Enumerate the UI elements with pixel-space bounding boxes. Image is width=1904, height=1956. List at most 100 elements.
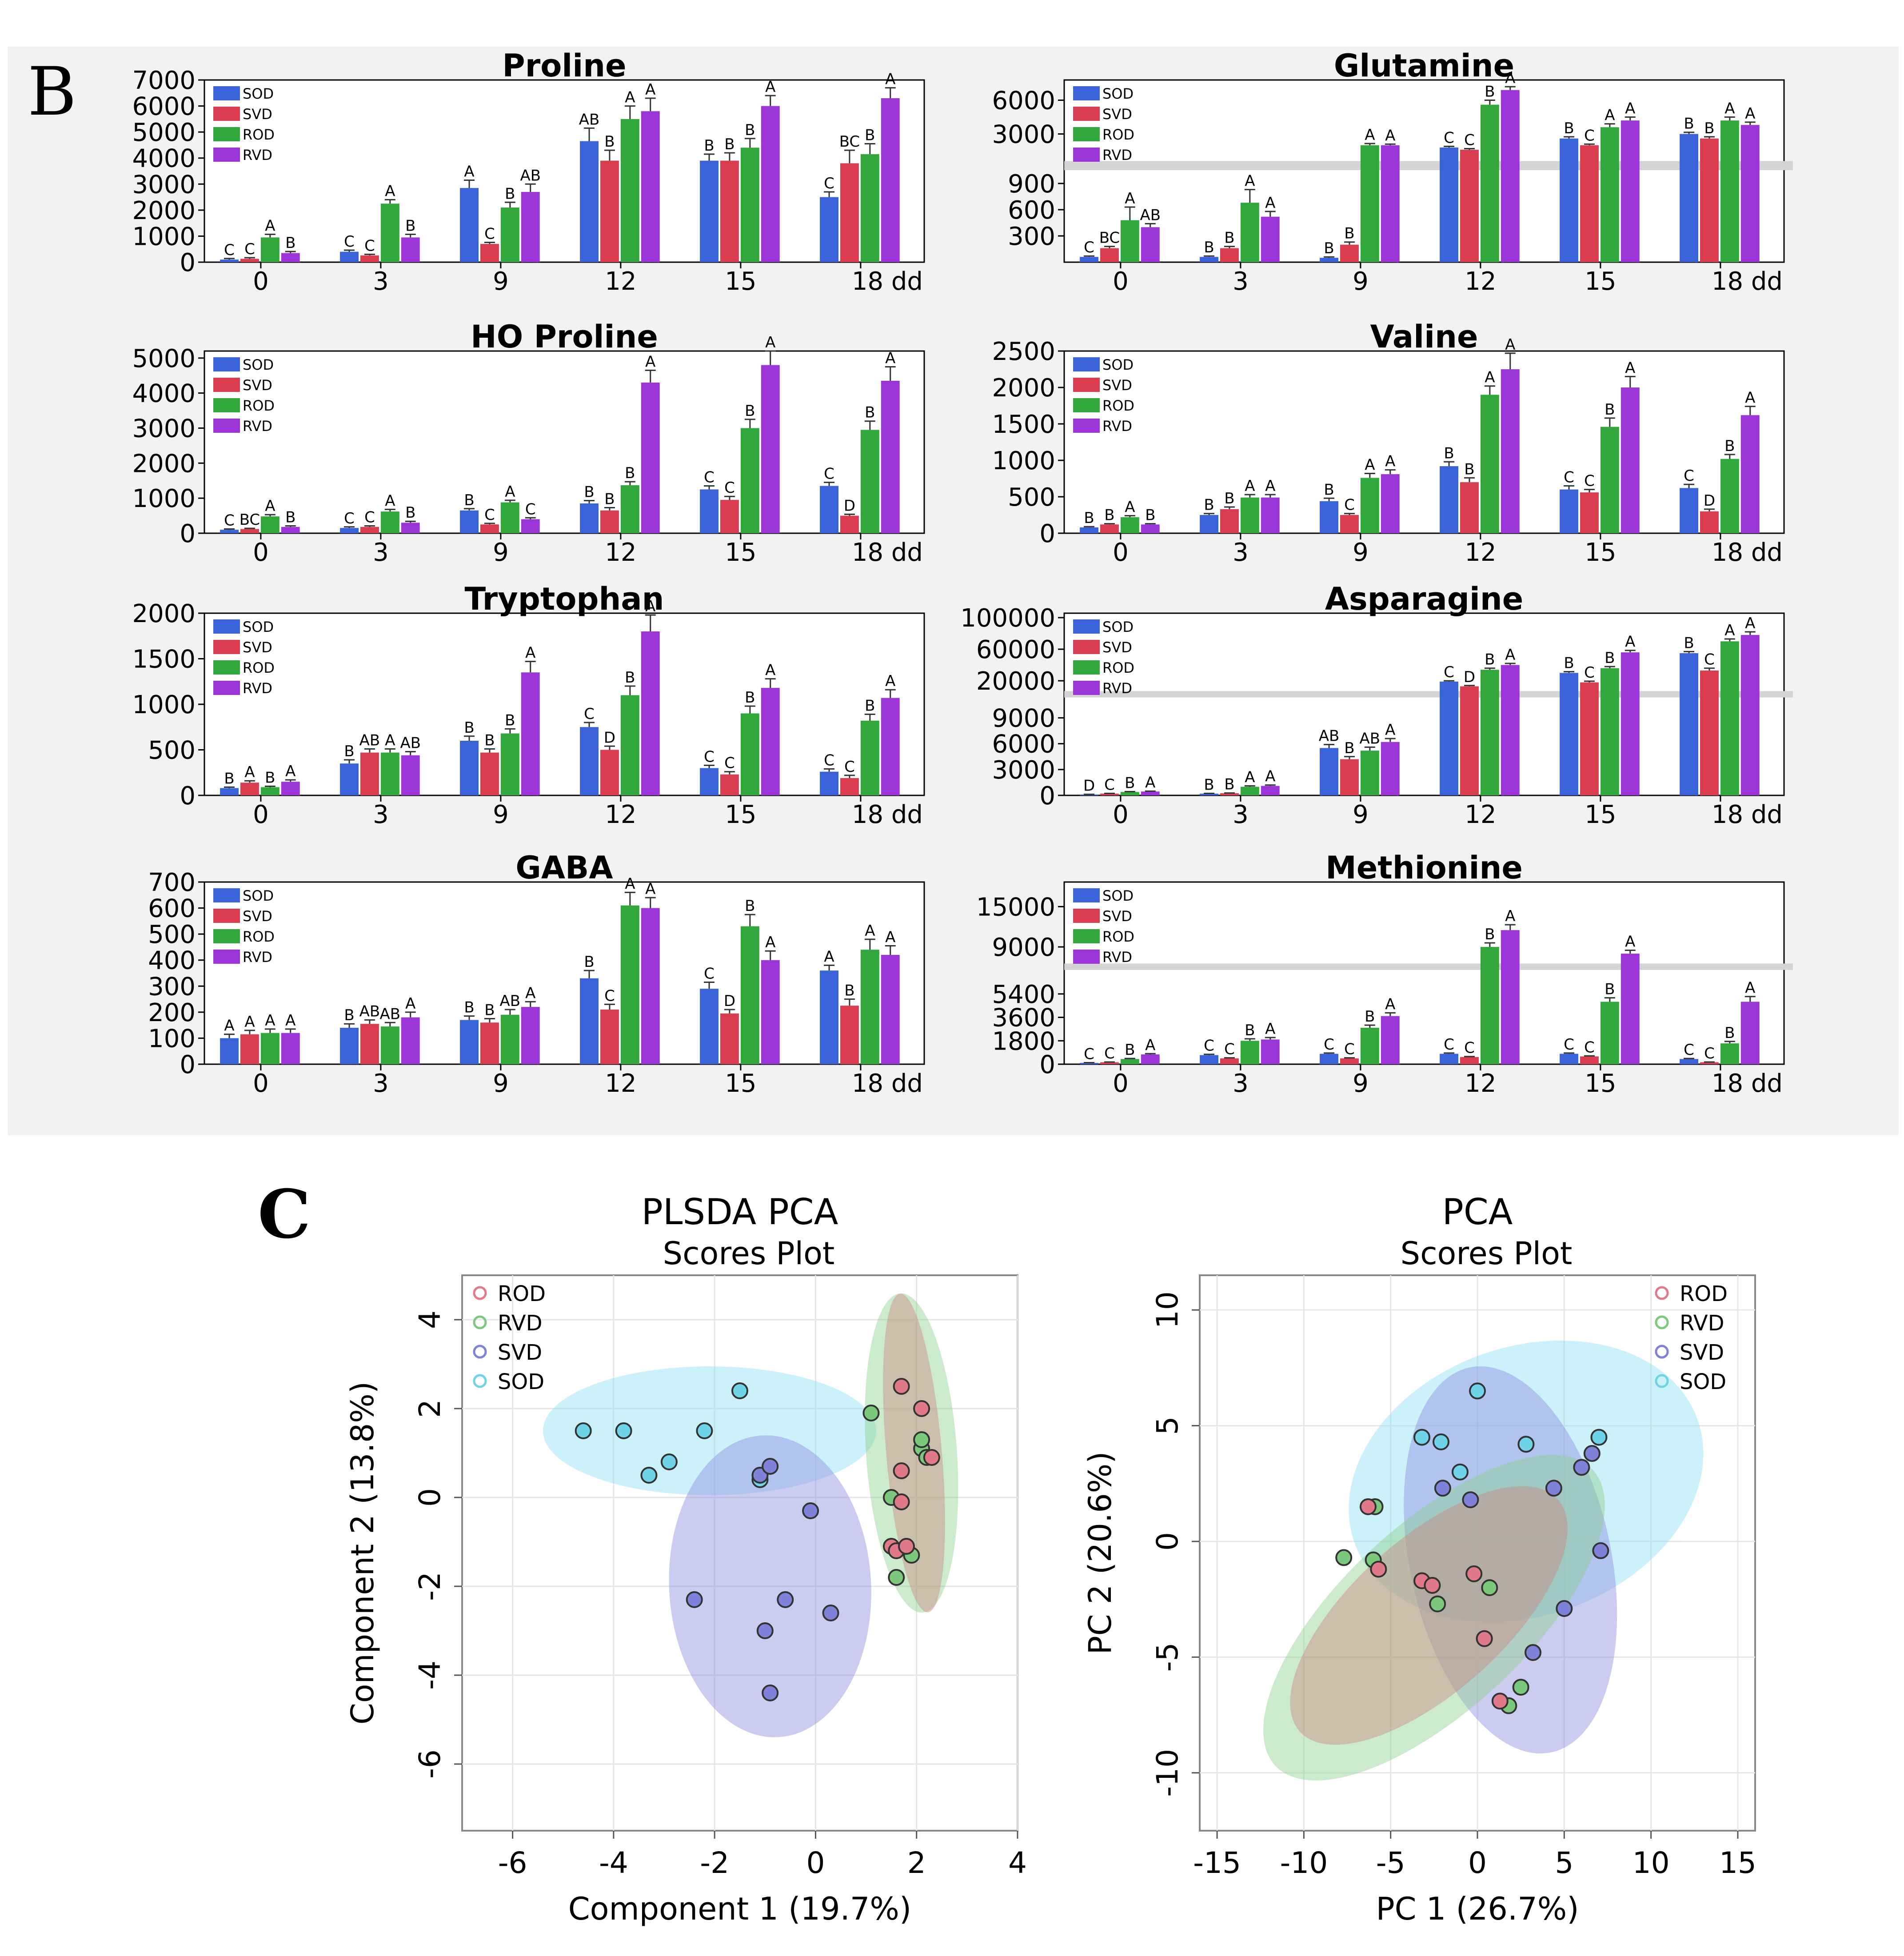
- significance-letter: AB: [500, 992, 521, 1010]
- x-tick-label: 4: [1008, 1846, 1027, 1880]
- bar-svd: [1460, 482, 1479, 533]
- significance-letter: BC: [239, 511, 260, 529]
- legend-label-rvd: RVD: [1102, 418, 1132, 435]
- x-tick-label: 15: [1585, 1069, 1616, 1098]
- score-point-rod: [893, 1493, 910, 1510]
- significance-letter: A: [1505, 69, 1515, 87]
- legend-label-rod: ROD: [1680, 1281, 1728, 1306]
- bar-sod: [340, 251, 359, 262]
- bar-rod: [1480, 670, 1499, 795]
- significance-letter: B: [1084, 509, 1094, 527]
- bar-rvd: [281, 527, 300, 533]
- bar-svd: [1100, 248, 1119, 262]
- legend-label-svd: SVD: [498, 1340, 542, 1365]
- score-point-svd: [1592, 1542, 1609, 1559]
- legend-swatch-svd: [1073, 640, 1100, 654]
- bar-sod: [460, 188, 479, 262]
- legend-marker-svd: [1655, 1345, 1669, 1359]
- glutamine-chart: Glutamine 300 600 900 3000 6000 C BC A AB 0 B B A A 3 B B…: [980, 44, 1793, 296]
- plot-content: [543, 1293, 958, 1737]
- bar-rvd: [1141, 1054, 1160, 1064]
- legend-label-sod: SOD: [1102, 619, 1134, 635]
- significance-letter: B: [1204, 776, 1214, 794]
- score-point-svd: [1525, 1644, 1541, 1661]
- score-point-sod: [1590, 1429, 1608, 1446]
- y-tick-label: 500: [148, 920, 196, 949]
- panel-c-label: C: [258, 1175, 311, 1253]
- x-tick-label: 18 dd: [1712, 1069, 1783, 1098]
- significance-letter: B: [344, 1006, 354, 1024]
- bar-rod: [260, 787, 279, 795]
- significance-letter: B: [1724, 437, 1735, 455]
- legend-label-rvd: RVD: [498, 1311, 543, 1336]
- bar-svd: [1460, 686, 1479, 795]
- bar-svd: [1220, 793, 1239, 795]
- bar-svd: [840, 1006, 859, 1064]
- significance-letter: A: [1505, 646, 1515, 664]
- y-tick-label: 6000: [132, 92, 196, 121]
- bar-rvd: [641, 111, 660, 263]
- bar-rvd: [1141, 791, 1160, 795]
- methionine-chart: Methionine 0 1800 3600 5400 9000 15000 C C B A 0 C C B…: [976, 846, 1793, 1098]
- bar-rvd: [1740, 415, 1760, 533]
- legend-swatch-rod: [1073, 660, 1100, 675]
- bar-rod: [620, 695, 639, 795]
- score-point-rvd: [913, 1431, 930, 1448]
- bar-svd: [840, 778, 859, 795]
- y-tick-label: 0: [413, 1488, 447, 1507]
- x-tick-label: 12: [1465, 1069, 1496, 1098]
- significance-letter: A: [1485, 369, 1495, 387]
- bar-sod: [700, 989, 718, 1064]
- significance-letter: C: [1684, 467, 1694, 485]
- bar-rvd: [281, 253, 300, 262]
- significance-letter: B: [1245, 1022, 1255, 1039]
- bar-rvd: [1261, 786, 1280, 795]
- significance-letter: A: [885, 349, 895, 367]
- bar-svd: [1700, 138, 1719, 262]
- significance-letter: C: [525, 500, 536, 518]
- bar-rod: [1240, 786, 1259, 795]
- significance-letter: B: [1564, 120, 1574, 137]
- y-tick-label: 1500: [132, 645, 196, 674]
- significance-letter: C: [1584, 664, 1595, 682]
- bar-svd: [600, 750, 619, 795]
- legend-label-rvd: RVD: [1680, 1311, 1724, 1336]
- score-point-svd: [777, 1591, 794, 1608]
- bar-svd: [720, 1013, 739, 1064]
- legend-swatch-sod: [1073, 888, 1100, 902]
- bar-sod: [1680, 1059, 1698, 1064]
- bar-sod: [340, 1028, 359, 1064]
- bar-sod: [1080, 527, 1098, 533]
- bar-svd: [240, 782, 259, 795]
- legend-swatch-rvd: [213, 950, 240, 964]
- x-tick-label: 18 dd: [1712, 800, 1783, 829]
- legend-label-rod: ROD: [1102, 659, 1134, 676]
- x-tick-label: 12: [1465, 800, 1496, 829]
- pca-scores-plot: PCA Scores Plot -15 -10 -5 0 5 10 15 -10 -5 0 5 10 PC …: [1075, 1182, 1756, 1955]
- significance-letter: A: [265, 497, 275, 515]
- score-point-rod: [1359, 1498, 1377, 1515]
- significance-letter: B: [704, 137, 714, 155]
- plot-area: [1063, 350, 1785, 534]
- significance-letter: B: [724, 136, 734, 153]
- significance-letter: B: [1224, 229, 1234, 247]
- bar-rod: [620, 119, 639, 262]
- legend-label-rod: ROD: [498, 1281, 546, 1306]
- y-tick-label: 0: [180, 519, 196, 548]
- score-point-sod: [1413, 1429, 1430, 1446]
- x-tick-label: 9: [1353, 800, 1369, 829]
- significance-letter: B: [265, 769, 275, 787]
- significance-letter: A: [1745, 105, 1755, 123]
- legend-label-sod: SOD: [1680, 1369, 1726, 1394]
- confidence-ellipse-rod: [1290, 1486, 1568, 1745]
- score-point-svd: [762, 1685, 779, 1701]
- significance-letter: B: [224, 770, 234, 788]
- significance-letter: C: [1444, 1036, 1454, 1054]
- significance-letter: C: [604, 987, 615, 1005]
- legend-swatch-sod: [1073, 357, 1100, 371]
- bar-rvd: [641, 908, 660, 1064]
- score-point-rvd: [1512, 1679, 1529, 1696]
- bar-svd: [240, 1034, 259, 1064]
- confidence-ellipse-svd: [669, 1435, 871, 1737]
